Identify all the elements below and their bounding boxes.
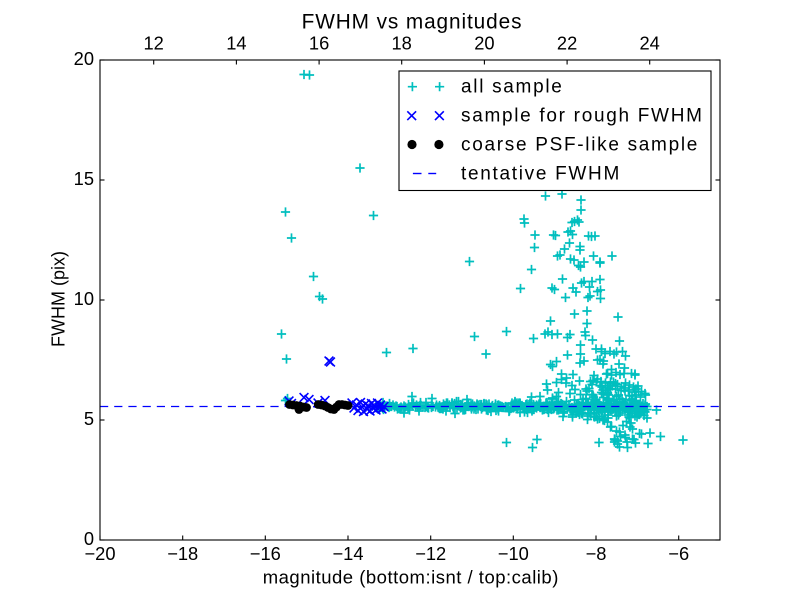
svg-text:−14: −14 xyxy=(332,543,363,564)
svg-text:24: 24 xyxy=(640,33,660,54)
svg-text:magnitude (bottom:isnt / top:c: magnitude (bottom:isnt / top:calib) xyxy=(263,567,559,588)
svg-text:tentative FWHM: tentative FWHM xyxy=(461,163,621,184)
svg-text:coarse PSF-like sample: coarse PSF-like sample xyxy=(461,134,699,155)
svg-text:22: 22 xyxy=(557,33,577,54)
svg-text:−10: −10 xyxy=(498,543,529,564)
svg-text:18: 18 xyxy=(392,33,412,54)
svg-text:sample for rough FWHM: sample for rough FWHM xyxy=(461,106,704,127)
svg-text:−12: −12 xyxy=(415,543,446,564)
svg-text:all sample: all sample xyxy=(461,77,564,98)
svg-text:0: 0 xyxy=(84,528,94,549)
svg-text:20: 20 xyxy=(74,48,94,69)
svg-text:10: 10 xyxy=(74,288,94,309)
svg-text:−18: −18 xyxy=(167,543,198,564)
svg-text:−8: −8 xyxy=(586,543,607,564)
svg-text:−16: −16 xyxy=(250,543,281,564)
svg-text:12: 12 xyxy=(144,33,164,54)
svg-text:−20: −20 xyxy=(84,543,115,564)
svg-text:FWHM vs magnitudes: FWHM vs magnitudes xyxy=(302,11,523,34)
svg-text:16: 16 xyxy=(309,33,329,54)
svg-text:FWHM (pix): FWHM (pix) xyxy=(49,251,69,347)
svg-text:15: 15 xyxy=(74,168,94,189)
svg-text:5: 5 xyxy=(84,408,94,429)
svg-text:20: 20 xyxy=(474,33,494,54)
svg-text:−6: −6 xyxy=(668,543,689,564)
svg-text:14: 14 xyxy=(226,33,246,54)
